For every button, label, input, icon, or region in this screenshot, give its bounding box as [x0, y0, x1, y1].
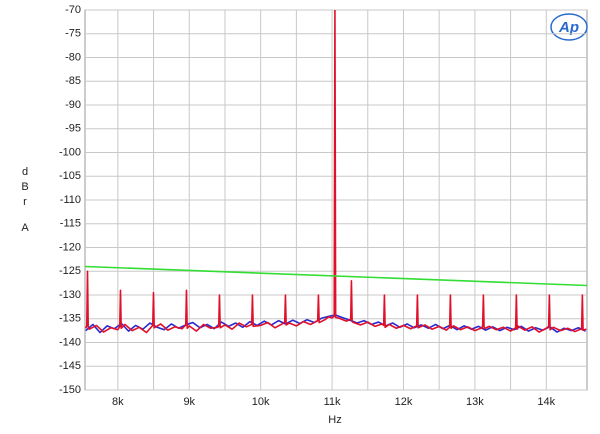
y-axis-label: r — [23, 196, 27, 208]
x-axis-label: Hz — [328, 414, 341, 426]
y-tick-label: -135 — [59, 313, 81, 325]
y-axis-label: B — [21, 181, 28, 193]
y-tick-label: -75 — [65, 28, 81, 40]
y-axis-label: A — [21, 222, 29, 234]
y-tick-label: -80 — [65, 51, 81, 63]
x-tick-label: 14k — [537, 396, 555, 408]
x-tick-label: 13k — [466, 396, 484, 408]
y-tick-label: -90 — [65, 99, 81, 111]
series-line — [85, 10, 587, 334]
plot-lines — [85, 10, 587, 334]
y-tick-label: -100 — [59, 146, 81, 158]
y-tick-label: -130 — [59, 289, 81, 301]
y-tick-label: -115 — [60, 218, 81, 230]
x-tick-label: 9k — [183, 396, 195, 408]
y-tick-label: -120 — [59, 241, 81, 253]
x-tick-label: 8k — [112, 396, 124, 408]
x-tick-label: 11k — [324, 396, 341, 408]
logo-ring — [550, 13, 588, 41]
y-tick-label: -110 — [60, 194, 81, 206]
series-line — [85, 265, 587, 287]
y-tick-label: -150 — [59, 384, 81, 396]
y-tick-label: -95 — [65, 123, 81, 135]
y-tick-label: -140 — [59, 336, 81, 348]
y-axis-label: d — [22, 166, 28, 178]
y-tick-label: -105 — [59, 170, 81, 182]
y-tick-label: -145 — [59, 360, 81, 372]
x-tick-label: 10k — [252, 396, 270, 408]
y-tick-label: -125 — [59, 265, 81, 277]
x-tick-label: 12k — [395, 396, 413, 408]
y-tick-label: -85 — [65, 75, 81, 87]
logo: Ap — [558, 19, 579, 36]
y-tick-label: -70 — [65, 4, 81, 16]
